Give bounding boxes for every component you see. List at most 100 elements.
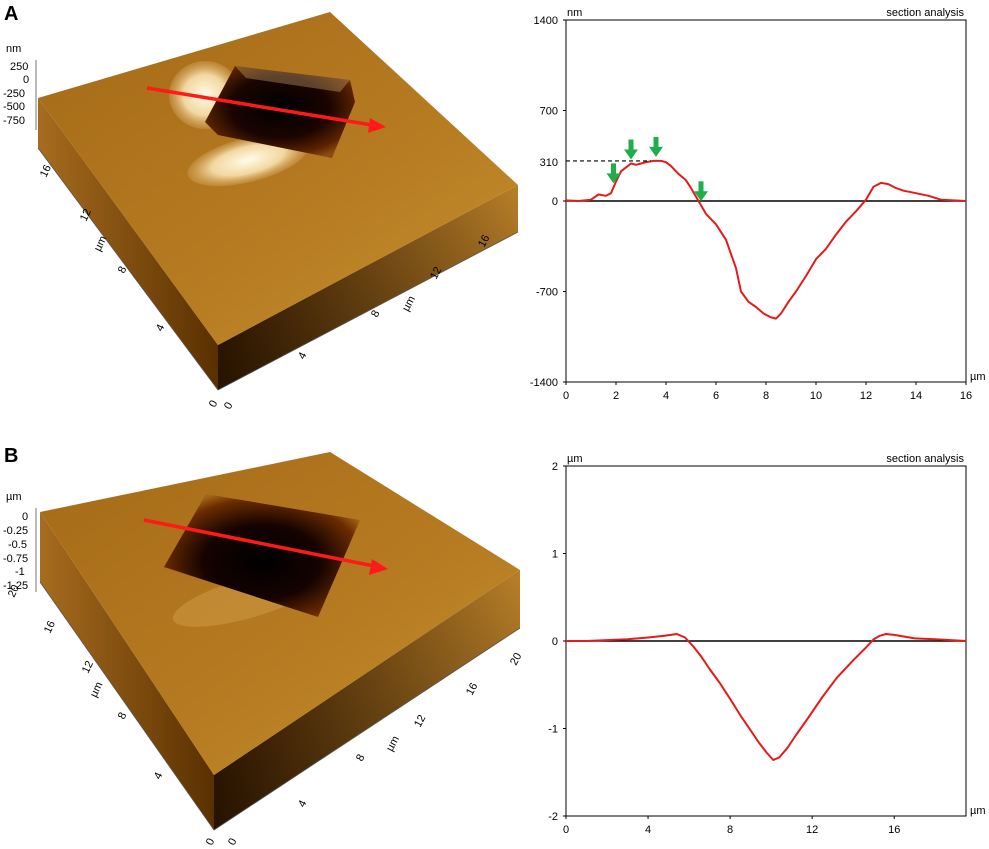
green-arrow-marker — [606, 163, 621, 184]
y-tick-label: -1 — [548, 724, 558, 736]
afm-a-z-tick: 250 — [10, 61, 28, 73]
y-tick-label: 700 — [540, 106, 558, 118]
green-arrow-marker — [694, 181, 708, 202]
afm-a-left-tick: 16 — [38, 163, 54, 179]
x-tick-label: 12 — [860, 390, 872, 402]
x-tick-label: 14 — [910, 390, 922, 402]
panel-letter-b: B — [4, 445, 18, 467]
x-tick-label: 16 — [888, 824, 900, 836]
afm-b-front-tick: 0 — [226, 836, 239, 847]
y-tick-label: -1400 — [530, 377, 558, 389]
afm-a-section-line — [146, 86, 373, 127]
y-tick-label: -700 — [536, 287, 558, 299]
afm-a-z-unit: nm — [6, 43, 21, 55]
afm-b-z-tick: -1.25 — [3, 580, 28, 592]
afm-b-z-tick: -0.75 — [3, 553, 28, 565]
afm-b-front-tick: 4 — [296, 798, 309, 809]
afm-a-front-tick: 12 — [428, 265, 444, 281]
x-axis-unit: µm — [970, 371, 986, 383]
afm-a-top-face — [38, 12, 518, 345]
panel-letter-a: A — [4, 3, 18, 25]
afm-b-z-tick: 0 — [22, 511, 28, 523]
y-tick-label: 1400 — [534, 15, 558, 27]
chart-title: section analysis — [886, 453, 964, 465]
x-tick-label: 2 — [613, 390, 619, 402]
afm-a-front-unit: µm — [400, 294, 418, 313]
afm-a-left-tick: 0 — [207, 399, 220, 410]
afm-b-front-axis: 0 4 8 µm 12 16 20 — [213, 627, 524, 847]
afm-b-z-tick: -0.25 — [3, 525, 28, 537]
profile-line — [566, 633, 967, 761]
afm-b-top-face — [40, 452, 520, 775]
afm-a-pit — [205, 66, 355, 158]
x-tick-label: 10 — [810, 390, 822, 402]
y-tick-label: -2 — [548, 811, 558, 823]
afm-a-z-tick: -250 — [3, 88, 25, 100]
afm-a-front-tick: 8 — [369, 308, 382, 319]
arrow-head — [606, 173, 621, 184]
afm-b-left-tick: 20 — [6, 583, 22, 599]
afm-b-left-tick: 8 — [116, 711, 129, 722]
afm-a-z-tick: -750 — [3, 115, 25, 127]
afm-b-left-face — [40, 512, 214, 830]
arrow-shaft — [611, 163, 616, 175]
afm-b-z-tick: -0.5 — [8, 539, 27, 551]
afm-b-left-tick: 16 — [42, 619, 58, 635]
afm-a-left-tick: 4 — [154, 323, 167, 334]
x-tick-label: 16 — [960, 390, 972, 402]
x-tick-label: 4 — [645, 824, 651, 836]
profile-line — [565, 159, 967, 320]
arrow-shaft — [653, 136, 659, 148]
x-tick-label: 6 — [713, 390, 719, 402]
afm-3d-surface-b — [40, 452, 520, 830]
section-chart-b: section analysis µm µm 2 1 0 -1 -2 0 4 8 12 16 — [548, 453, 985, 836]
afm-b-left-tick: 4 — [152, 771, 165, 782]
afm-b-z-axis: µm 0 -0.25 -0.5 -0.75 -1 -1.25 — [3, 491, 37, 592]
afm-b-front-tick: 20 — [508, 651, 524, 667]
y-tick-label: 2 — [552, 461, 558, 473]
afm-a-left-tick: 12 — [78, 207, 94, 223]
chart-title: section analysis — [886, 7, 964, 19]
x-tick-label: 0 — [563, 824, 569, 836]
x-axis-unit: µm — [970, 805, 986, 817]
y-axis-unit: µm — [567, 453, 583, 465]
arrow-head — [649, 146, 663, 157]
afm-b-left-unit: µm — [88, 680, 106, 699]
afm-a-z-tick: -500 — [3, 101, 25, 113]
y-tick-label: 0 — [552, 196, 558, 208]
afm-b-left-axis: 20 16 12 µm 8 4 0 — [6, 581, 217, 848]
green-arrow-marker — [649, 136, 663, 157]
afm-a-z-axis: nm 250 0 -250 -500 -750 — [3, 43, 37, 130]
y-axis-unit: nm — [567, 7, 582, 19]
afm-b-left-tick: 0 — [204, 837, 217, 848]
x-tick-label: 0 — [563, 390, 569, 402]
afm-a-left-tick: 8 — [116, 265, 129, 276]
x-tick-label: 8 — [763, 390, 769, 402]
afm-a-z-tick: 0 — [23, 74, 29, 86]
y-tick-label: 0 — [552, 636, 558, 648]
x-tick-label: 8 — [727, 824, 733, 836]
arrow-shaft — [628, 139, 634, 151]
afm-b-front-tick: 16 — [464, 681, 480, 697]
afm-b-z-unit: µm — [6, 491, 22, 503]
afm-b-left-tick: 12 — [80, 659, 96, 675]
x-tick-label: 12 — [806, 824, 818, 836]
afm-a-front-tick: 0 — [222, 400, 235, 411]
afm-a-left-face — [38, 98, 218, 390]
afm-a-left-axis: 16 12 µm 8 4 0 — [37, 147, 220, 410]
afm-b-front-tick: 8 — [354, 752, 367, 763]
y-tick-label: 1 — [552, 549, 558, 561]
arrow-head — [694, 191, 708, 202]
green-arrow-marker — [624, 139, 638, 160]
afm-3d-surface-a — [38, 12, 518, 390]
afm-b-pit — [164, 494, 360, 617]
peak-height-label: 310 — [540, 157, 558, 169]
afm-b-section-arrowhead — [369, 559, 388, 575]
afm-b-section-line — [143, 518, 375, 568]
afm-b-z-tick: -1 — [15, 566, 25, 578]
x-tick-label: 4 — [663, 390, 669, 402]
arrow-head — [624, 149, 638, 160]
afm-a-front-tick: 4 — [296, 350, 309, 361]
section-chart-a: section analysis nm µm 1400 700 0 -700 -1400 0 2 4… — [530, 7, 986, 402]
